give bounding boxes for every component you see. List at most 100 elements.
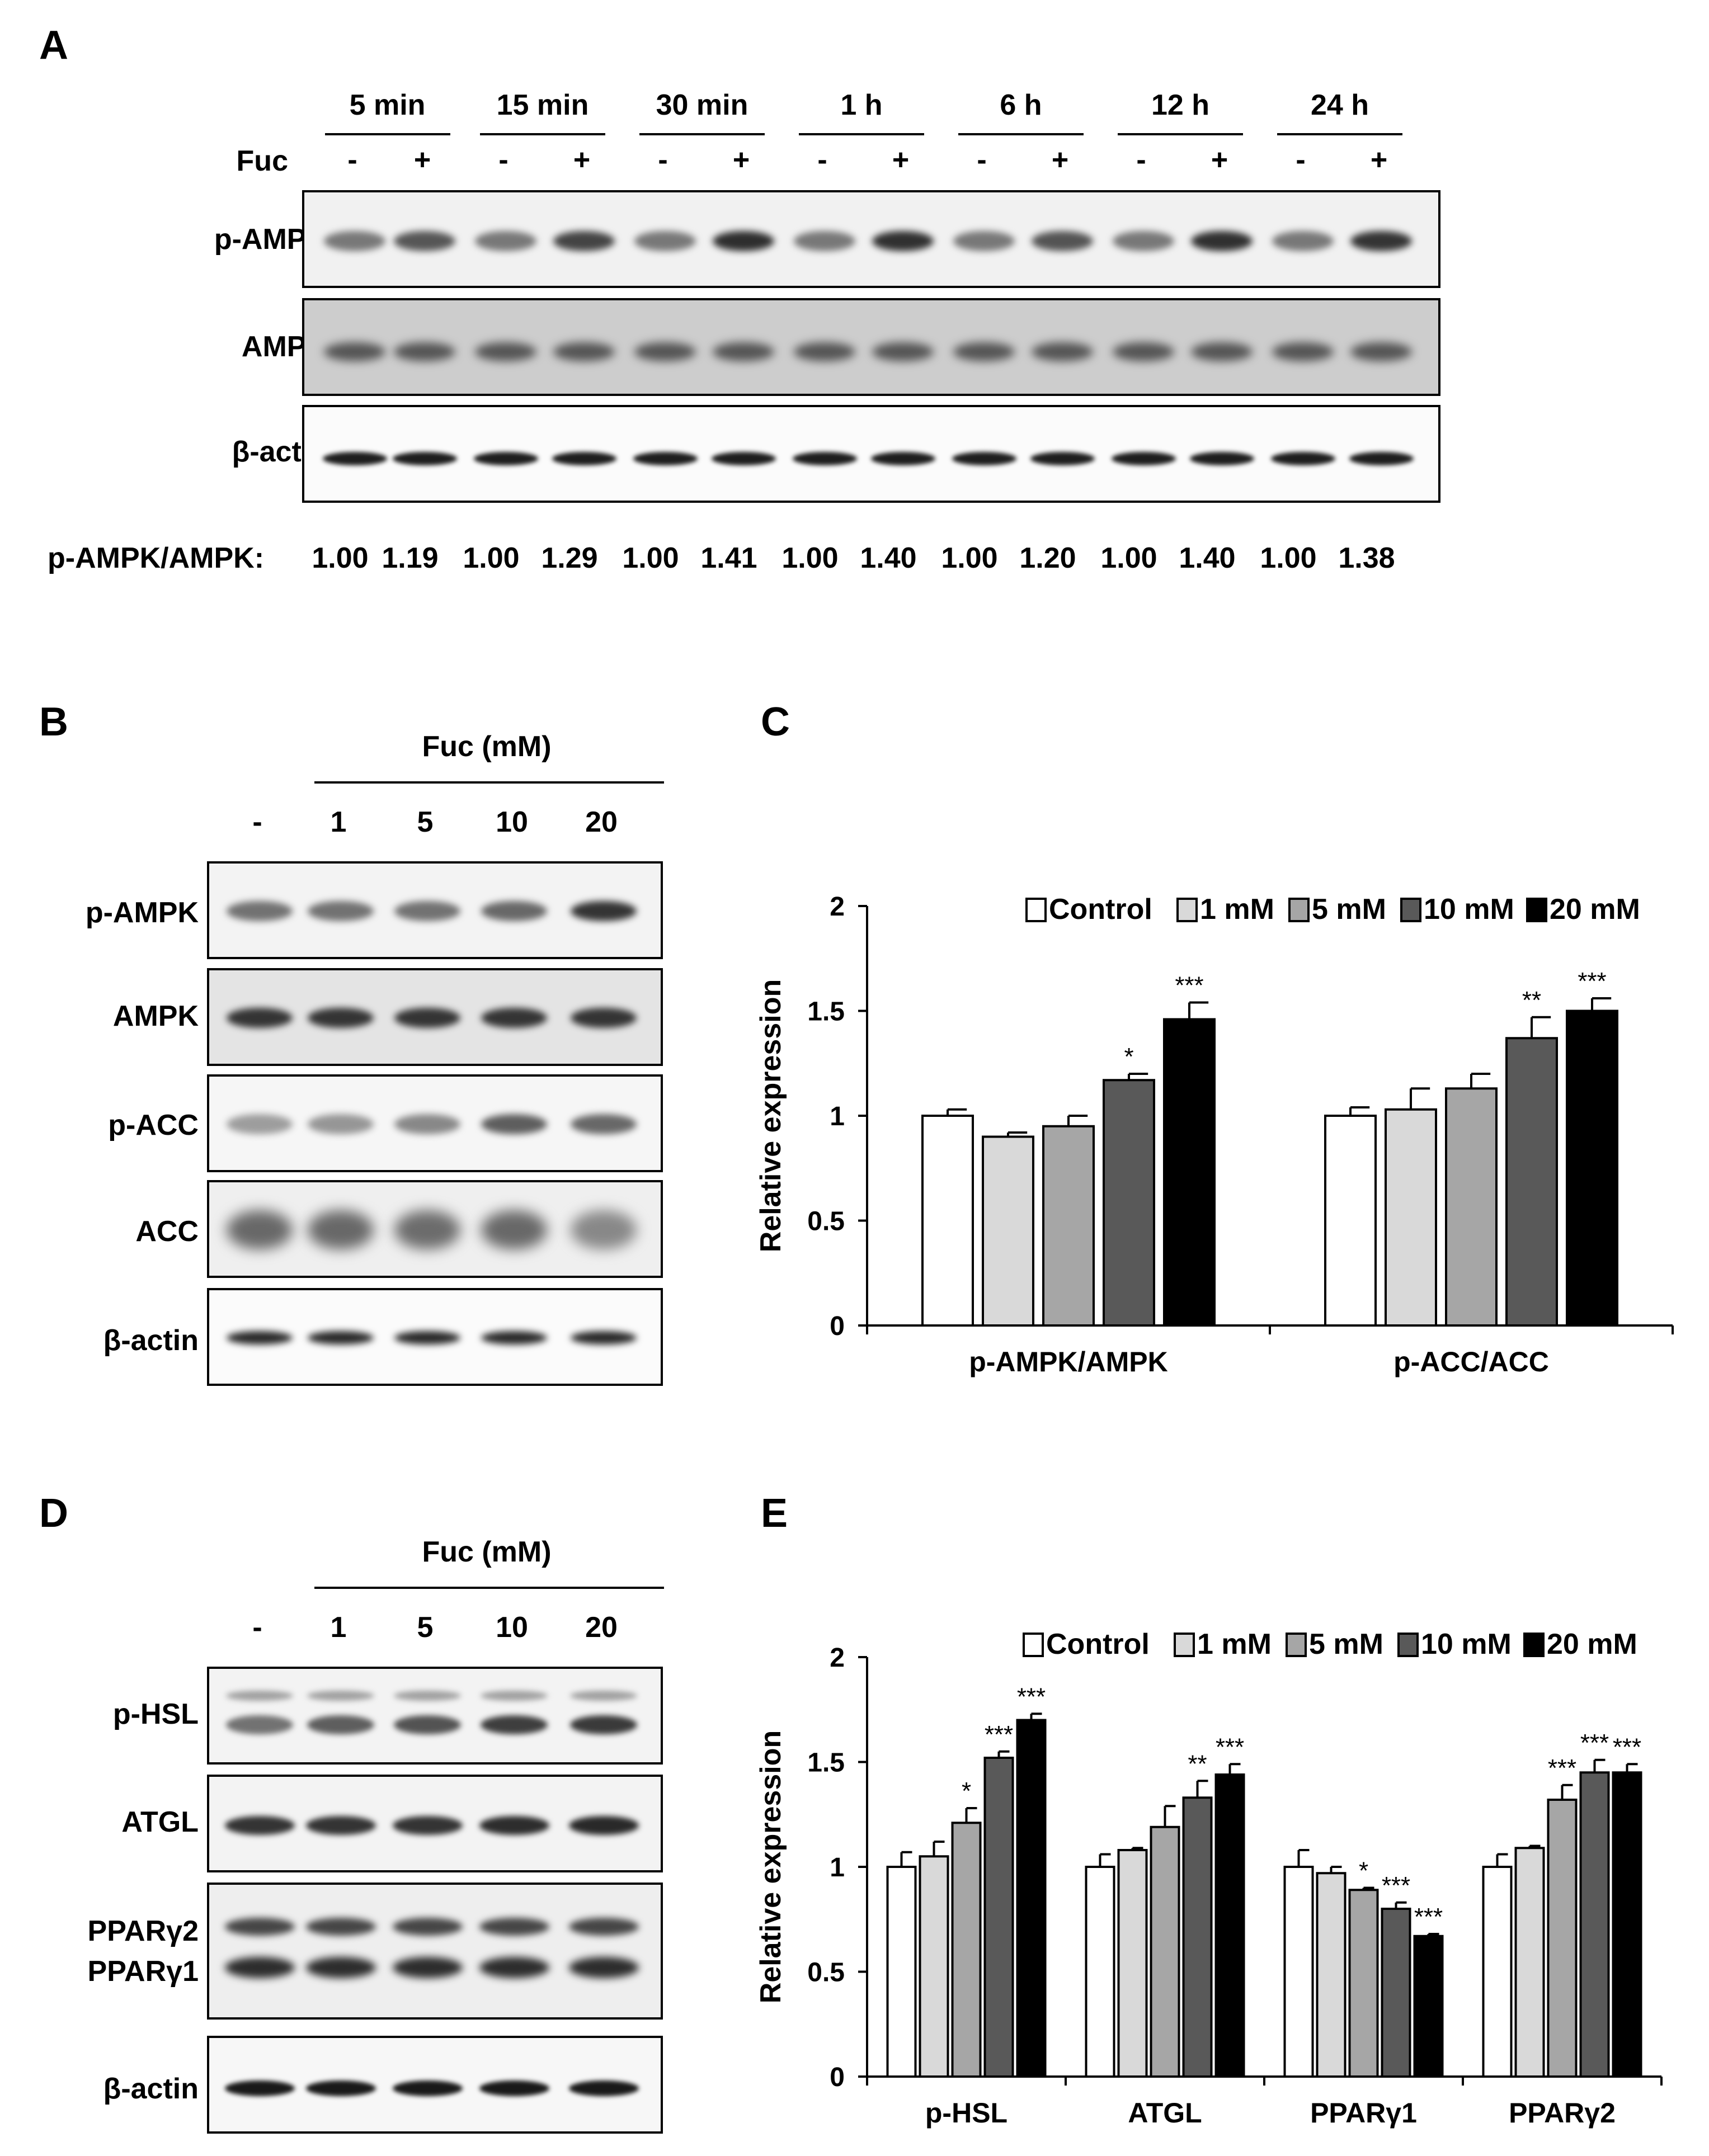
bar — [1150, 1825, 1180, 2078]
panel-b-header-line — [314, 781, 664, 784]
blot-band — [224, 1816, 295, 1835]
blot-band — [481, 1691, 548, 1701]
dose-label: 1 — [330, 806, 347, 838]
panel-label-a: A — [39, 23, 68, 68]
fuc-label: Fuc — [236, 145, 288, 177]
significance-marker: *** — [985, 1721, 1013, 1748]
treatment-sign: - — [977, 144, 987, 176]
blot-band — [1189, 452, 1254, 465]
bar — [983, 1757, 1014, 2078]
blot-d-p-hsl — [207, 1667, 663, 1765]
blot-band — [308, 1210, 374, 1249]
blot-band — [394, 1210, 460, 1249]
blot-band — [479, 1816, 549, 1835]
legend-label: 5 mM — [1312, 893, 1386, 926]
blot-a-b-actin — [302, 405, 1440, 503]
blot-d-pparg — [207, 1883, 663, 2020]
blot-band — [1032, 231, 1093, 251]
dose-label: 1 — [330, 1611, 347, 1644]
legend-label: 10 mM — [1421, 1628, 1512, 1660]
blot-band — [394, 1114, 460, 1134]
treatment-sign: + — [1211, 144, 1228, 176]
treatment-sign: + — [573, 144, 591, 176]
bar — [982, 1135, 1034, 1327]
y-tick-label: 0 — [830, 2063, 845, 2092]
blot-band — [571, 1331, 637, 1344]
blot-band — [307, 1691, 374, 1701]
blot-band — [870, 452, 935, 465]
treatment-sign: - — [817, 144, 827, 176]
timepoint-label: 30 min — [656, 89, 748, 121]
blot-band — [1111, 452, 1176, 465]
y-tick-label: 1 — [830, 1102, 845, 1131]
blot-band — [552, 452, 616, 465]
blot-band — [394, 1715, 461, 1734]
bar — [1182, 1796, 1213, 2078]
significance-marker: * — [962, 1777, 971, 1805]
timepoint-label: 6 h — [1000, 89, 1042, 121]
bar — [951, 1822, 982, 2078]
legend-swatch — [1286, 1633, 1307, 1657]
ratio-value: 1.19 — [382, 542, 439, 574]
bar — [1283, 1866, 1314, 2078]
blot-band — [792, 452, 857, 465]
bar — [1042, 1125, 1095, 1327]
dose-label: 10 — [496, 1611, 528, 1644]
blot-band — [1349, 452, 1414, 465]
blot-b-b-actin — [207, 1288, 663, 1386]
blot-band — [481, 1114, 547, 1134]
legend-swatch — [1176, 898, 1198, 922]
blot-band — [227, 1331, 293, 1344]
blot-band — [711, 452, 776, 465]
significance-marker: *** — [1382, 1872, 1410, 1899]
blot-band — [1350, 231, 1412, 251]
blot-band — [1113, 342, 1174, 361]
legend-swatch — [1174, 1633, 1195, 1657]
blot-b-acc — [207, 1180, 663, 1278]
bar — [1381, 1908, 1411, 2078]
blot-band — [794, 342, 855, 361]
blot-band — [1030, 452, 1095, 465]
blot-band — [1272, 231, 1334, 251]
significance-marker: *** — [1175, 972, 1203, 999]
blot-band — [392, 452, 457, 465]
treatment-sign: + — [1051, 144, 1069, 176]
timepoint-label: 15 min — [496, 89, 589, 121]
bar — [1316, 1872, 1347, 2078]
blot-band — [305, 1957, 376, 1978]
blot-band — [571, 901, 637, 921]
blot-band — [394, 901, 460, 921]
blot-band — [481, 901, 547, 921]
blot-band — [227, 1114, 293, 1134]
y-tick-label: 1.5 — [807, 997, 845, 1027]
y-tick-label: 1 — [830, 1853, 845, 1883]
dose-label: - — [252, 1611, 262, 1644]
blot-b-label-b-actin: β-actin — [103, 1324, 199, 1357]
blot-label-b-actin: β-actin — [232, 436, 327, 468]
legend-swatch — [1023, 1633, 1044, 1657]
significance-marker: *** — [1548, 1754, 1576, 1782]
blot-band — [305, 1918, 376, 1936]
panel-d-header: Fuc (mM) — [422, 1536, 552, 1568]
blot-band — [1270, 452, 1335, 465]
bar — [1413, 1935, 1444, 2078]
blot-band — [481, 1715, 548, 1734]
bar — [1514, 1847, 1545, 2078]
ratio-value: 1.41 — [700, 542, 757, 574]
blot-band — [475, 342, 536, 361]
category-label: PPARγ2 — [1509, 2097, 1616, 2129]
panel-label-b: B — [39, 700, 68, 744]
timepoint-label: 24 h — [1310, 89, 1369, 121]
panel-label-e: E — [761, 1491, 788, 1536]
blot-band — [794, 231, 855, 251]
blot-band — [226, 1691, 293, 1701]
bar — [1348, 1889, 1379, 2078]
bar — [1324, 1115, 1377, 1327]
legend-swatch — [1526, 898, 1547, 922]
bar — [1505, 1037, 1558, 1327]
blot-band — [479, 1957, 549, 1978]
blot-band — [394, 342, 455, 361]
blot-b-label-p-acc: p-ACC — [108, 1109, 199, 1141]
legend-swatch — [1288, 898, 1310, 922]
blot-band — [1350, 342, 1412, 361]
